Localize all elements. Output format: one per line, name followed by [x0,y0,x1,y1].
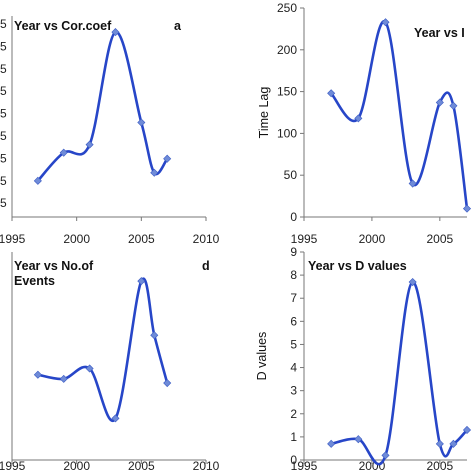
x-tick-label: 2005 [128,232,155,246]
y-tick-label: 4 [290,361,297,375]
x-tick-label: 2000 [359,232,386,246]
data-point [435,98,444,107]
chart-panel-a: 1995 2000 2005 2010 Year vs Cor.coef a [0,16,220,246]
panel-letter: d [202,259,210,273]
data-point [163,154,172,163]
clipped-y-tick-label: 5 [0,17,7,31]
clipped-y-tick-label: 5 [0,129,7,143]
data-point [408,179,417,188]
series-line [36,30,169,182]
y-tick-label: 200 [277,43,297,57]
x-tick-label: 2010 [193,232,220,246]
x-tick-label: 2010 [193,459,220,473]
data-point [137,118,146,127]
data-point [85,364,94,373]
data-point [33,176,42,185]
y-tick-label: 250 [277,1,297,15]
series-line [37,277,169,423]
clipped-y-tick-label: 5 [0,151,7,165]
y-tick-label: 50 [284,168,298,182]
y-tick-label: 3 [290,384,297,398]
y-tick-label: 6 [290,314,297,328]
chart-panel-c: 1995 2000 2005 0 1 2 3 4 5 6 7 8 9 D values Year vs D … [255,245,472,473]
data-point [85,140,94,149]
x-tick-label: 2000 [63,459,90,473]
y-tick-label: 5 [290,337,297,351]
x-tick-label: 2005 [426,459,453,473]
data-point [59,148,68,157]
panel-letter: a [174,19,182,33]
y-tick-label: 1 [290,430,297,444]
y-tick-label: 0 [290,453,297,467]
y-tick-label: 100 [277,126,297,140]
data-point [59,374,68,383]
chart-title: Events [14,274,55,288]
x-tick-label: 1995 [0,232,26,246]
chart-title: Year vs D values [308,259,407,273]
data-point [137,277,146,286]
y-tick-label: 7 [290,291,297,305]
data-point [381,18,390,27]
x-tick-label: 2005 [426,232,453,246]
data-point [354,435,363,444]
clipped-y-tick-label: 5 [0,196,7,210]
data-point [462,425,472,434]
clipped-y-tick-label: 5 [0,62,7,76]
chart-panel-b: 1995 2000 2005 0 50 100 150 200 250 Time Lag Year … [257,1,472,246]
y-axis-label: D values [255,332,269,381]
x-tick-label: 1995 [291,232,318,246]
y-axis-label: Time Lag [257,87,271,139]
chart-title: Year vs Cor.coef [14,19,112,33]
x-tick-label: 2000 [359,459,386,473]
data-point [449,439,458,448]
chart-title: Year vs No.of [14,259,94,273]
data-point [327,439,336,448]
series-line [330,20,469,209]
clipped-y-tick-label: 5 [0,84,7,98]
x-tick-label: 2005 [128,459,155,473]
data-point [381,451,390,460]
data-point [150,168,159,177]
x-tick-label: 1995 [291,459,318,473]
data-point [163,379,172,388]
clipped-y-tick-label: 5 [0,107,7,121]
y-tick-label: 2 [290,407,297,421]
data-point [354,114,363,123]
data-point [435,439,444,448]
data-point [111,28,120,37]
clipped-y-tick-label: 5 [0,39,7,53]
series-line [330,280,468,466]
y-tick-label: 8 [290,268,297,282]
data-point [33,370,42,379]
data-point [150,331,159,340]
y-tick-label: 150 [277,85,297,99]
x-tick-label: 2000 [63,232,90,246]
data-point [408,278,417,287]
data-point [449,101,458,110]
y-tick-label: 9 [290,245,297,259]
x-tick-label: 1995 [0,459,26,473]
data-point [462,204,472,213]
clipped-y-tick-label: 5 [0,174,7,188]
data-point [111,414,120,423]
y-tick-label: 0 [290,210,297,224]
chart-title: Year vs I [414,26,465,40]
data-point [327,89,336,98]
